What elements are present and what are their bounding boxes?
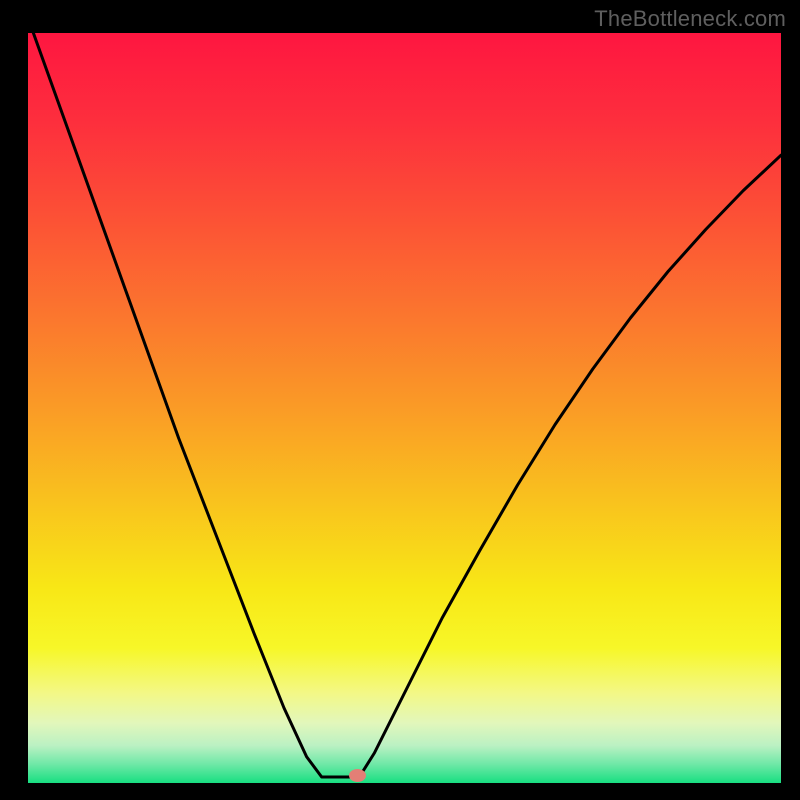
plot-frame	[28, 33, 781, 783]
optimal-point-marker	[349, 769, 366, 782]
watermark-text: TheBottleneck.com	[594, 6, 786, 32]
chart-container: TheBottleneck.com	[0, 0, 800, 800]
gradient-background	[28, 33, 781, 783]
